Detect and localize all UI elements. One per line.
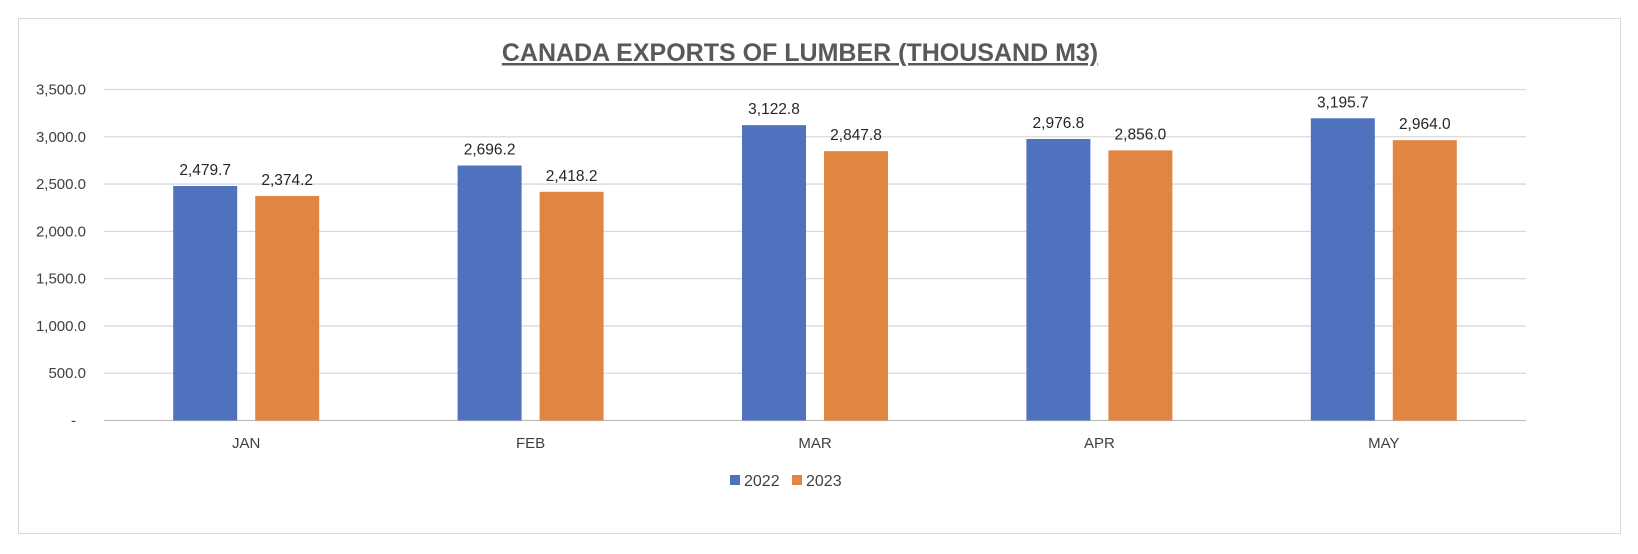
x-tick-label: FEB: [516, 435, 545, 452]
x-tick-label: MAY: [1368, 435, 1399, 452]
y-tick-label: 500.0: [48, 365, 86, 382]
y-tick-label: 3,500.0: [36, 82, 86, 99]
data-label: 3,195.7: [1317, 94, 1369, 111]
bar-2023-may: [1392, 140, 1457, 421]
y-tick-label: 1,000.0: [36, 318, 86, 335]
x-axis: JAN FEB MAR APR MAY: [232, 435, 1399, 452]
bar-2023-jan: [255, 195, 320, 421]
data-label: 2,964.0: [1399, 116, 1451, 133]
y-tick-label: 3,000.0: [36, 129, 86, 146]
gridlines: [104, 88, 1526, 422]
bar-2022-mar: [742, 125, 806, 421]
legend-swatch-2023: [792, 475, 802, 485]
chart-title: CANADA EXPORTS OF LUMBER (THOUSAND M3): [502, 39, 1098, 67]
y-tick-label: 2,000.0: [36, 223, 86, 240]
y-tick-label: 1,500.0: [36, 271, 86, 288]
legend-label: 2023: [806, 473, 842, 490]
legend: 2022 2023: [730, 473, 842, 490]
bars: 2,479.7 2,374.2 2,696.2 2,418.2 3,122.8 2,847…: [173, 94, 1457, 421]
data-label: 2,479.7: [179, 162, 231, 179]
x-tick-label: MAR: [798, 435, 832, 452]
data-label: 2,418.2: [546, 168, 598, 185]
bar-2023-mar: [824, 151, 888, 421]
legend-swatch-2022: [730, 475, 740, 485]
data-label: 3,122.8: [748, 101, 800, 118]
y-axis: - 500.0 1,000.0 1,500.0 2,000.0 2,500.0 3,000.…: [36, 82, 86, 430]
y-tick-label: 2,500.0: [36, 176, 86, 193]
bar-2023-feb: [539, 191, 604, 421]
bar-2022-apr: [1026, 138, 1091, 421]
y-tick-label: -: [71, 413, 76, 430]
bar-2022-feb: [457, 165, 522, 421]
bar-2022-may: [1310, 118, 1375, 421]
data-label: 2,856.0: [1115, 126, 1167, 143]
data-label: 2,847.8: [830, 127, 882, 144]
bar-2022-jan: [173, 185, 238, 421]
legend-label: 2022: [744, 473, 780, 490]
data-label: 2,696.2: [464, 142, 516, 159]
data-label: 2,374.2: [261, 172, 313, 189]
bar-2023-apr: [1108, 150, 1173, 421]
x-tick-label: APR: [1084, 435, 1115, 452]
x-tick-label: JAN: [232, 435, 260, 452]
data-label: 2,976.8: [1033, 115, 1085, 132]
